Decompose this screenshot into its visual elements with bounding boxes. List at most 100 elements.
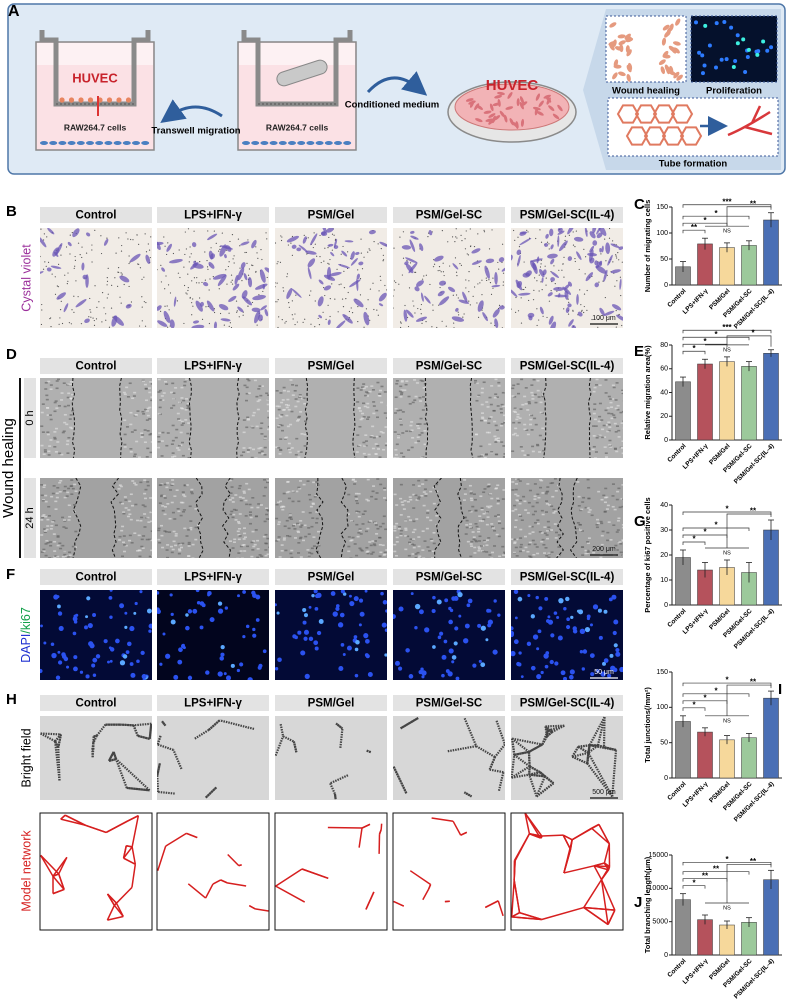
cell-texture [257, 447, 261, 450]
cell-texture [480, 403, 484, 406]
debris [542, 315, 544, 317]
cell-texture [245, 386, 249, 389]
cell-texture [349, 539, 353, 542]
debris [327, 262, 329, 264]
cell-texture [243, 536, 247, 539]
cell-texture [604, 487, 608, 490]
cell-texture [260, 433, 264, 435]
debris [407, 325, 410, 328]
nucleus [603, 658, 609, 663]
nucleus [92, 673, 97, 677]
nucleus [536, 647, 540, 651]
cell-texture [356, 535, 360, 538]
well-label: RAW264.7 cells [64, 122, 127, 132]
cell-texture [518, 499, 522, 502]
cell-texture [478, 515, 482, 518]
cell-texture [231, 547, 235, 549]
cell-texture [518, 417, 522, 420]
debris [386, 289, 387, 291]
cell-texture [40, 551, 44, 553]
cell-texture [377, 448, 381, 450]
wound-edge [119, 378, 123, 458]
cell-texture [550, 505, 554, 508]
debris [54, 276, 56, 278]
cell-texture [157, 538, 161, 541]
nucleus [129, 625, 135, 632]
debris [127, 238, 129, 240]
debris [368, 248, 370, 250]
cell-texture [159, 483, 163, 486]
stained-cell [528, 315, 533, 321]
cell-texture [172, 530, 176, 533]
cell-texture [297, 500, 301, 503]
stained-cell [330, 251, 335, 257]
cell-texture [490, 526, 494, 528]
cell-texture [597, 420, 601, 423]
cell-texture [170, 484, 174, 487]
cell-texture [584, 506, 588, 509]
nucleus [431, 609, 436, 614]
cell-texture [160, 455, 164, 457]
debris [286, 276, 288, 278]
debris [455, 236, 457, 238]
debris [319, 234, 321, 237]
debris [357, 269, 359, 271]
cell-texture [138, 549, 142, 552]
debris [176, 300, 179, 302]
cell-texture [590, 514, 594, 517]
cell-texture [609, 401, 613, 404]
cell-texture [370, 435, 374, 437]
stained-cell [610, 243, 620, 249]
tube [137, 734, 150, 740]
debris [457, 297, 459, 299]
debris [43, 233, 45, 235]
dish-cell [485, 118, 494, 122]
debris [117, 271, 119, 273]
cell-texture [511, 489, 515, 491]
cell-texture [143, 497, 147, 500]
cell-texture [363, 445, 367, 447]
cell-texture [150, 549, 152, 552]
assay-nucleus [735, 41, 740, 46]
cell-texture [494, 515, 498, 518]
cell-texture [609, 446, 613, 448]
cell-texture [497, 381, 501, 384]
cell-texture [279, 392, 283, 394]
cell-texture [362, 416, 366, 418]
tube [488, 756, 496, 771]
cell-texture [423, 488, 427, 490]
cell-texture [68, 515, 72, 518]
nucleus [252, 593, 257, 598]
x-tick-label: Control [666, 608, 687, 629]
debris [468, 271, 470, 273]
cell-texture [277, 447, 281, 449]
cell-texture [158, 541, 162, 544]
debris [189, 296, 191, 299]
cell-texture [67, 392, 71, 395]
cell-texture [371, 447, 375, 450]
cell-texture [496, 514, 500, 516]
cell-texture [545, 500, 549, 502]
network-border [510, 812, 624, 931]
stained-cell [342, 314, 353, 324]
cell-texture [57, 405, 61, 407]
cell-texture [128, 500, 132, 503]
cell-texture [44, 554, 48, 557]
micrograph-bg [393, 590, 505, 680]
network-segment [227, 853, 240, 867]
stained-cell [356, 278, 359, 292]
cell-texture [523, 454, 527, 456]
debris [58, 323, 60, 325]
cell-texture [55, 380, 59, 382]
nucleus [364, 638, 370, 644]
nucleus [584, 626, 591, 633]
debris [280, 239, 283, 242]
debris [438, 304, 440, 306]
cell-texture [297, 523, 301, 526]
micrograph-bg [511, 378, 623, 458]
cell-texture [526, 483, 530, 485]
cell-texture [290, 556, 294, 558]
nucleus [134, 601, 138, 606]
cell-texture [166, 503, 170, 505]
debris [275, 282, 276, 284]
